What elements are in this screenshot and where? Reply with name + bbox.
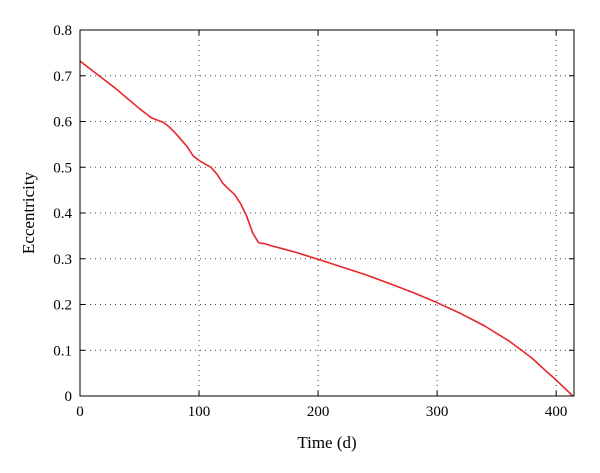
- plot-background: [80, 30, 574, 396]
- x-axis-label: Time (d): [297, 433, 356, 452]
- series-layer: [79, 60, 574, 397]
- x-tick-label: 200: [307, 404, 330, 420]
- y-tick-label: 0.8: [53, 23, 72, 39]
- y-tick-label: 0.3: [53, 252, 72, 268]
- x-tick-label: 100: [188, 404, 211, 420]
- y-tick-label: 0: [65, 389, 73, 405]
- y-tick-label: 0.1: [53, 343, 72, 359]
- x-tick-label: 400: [545, 404, 568, 420]
- x-tick-label: 300: [426, 404, 449, 420]
- y-tick-label: 0.7: [53, 69, 72, 85]
- y-tick-label: 0.2: [53, 298, 72, 314]
- x-tick-label: 0: [76, 404, 84, 420]
- grid-lines: [80, 30, 574, 396]
- y-tick-label: 0.4: [53, 206, 72, 222]
- x-axis-ticks: 0 100 200 300 400: [76, 30, 567, 420]
- y-axis-ticks: 0 0.1 0.2 0.3 0.4 0.5 0.6 0.7 0.8: [53, 23, 574, 405]
- y-tick-label: 0.6: [53, 115, 72, 131]
- eccentricity-line: [79, 60, 574, 397]
- y-tick-label: 0.5: [53, 160, 72, 176]
- y-axis-label: Eccentricity: [19, 171, 38, 254]
